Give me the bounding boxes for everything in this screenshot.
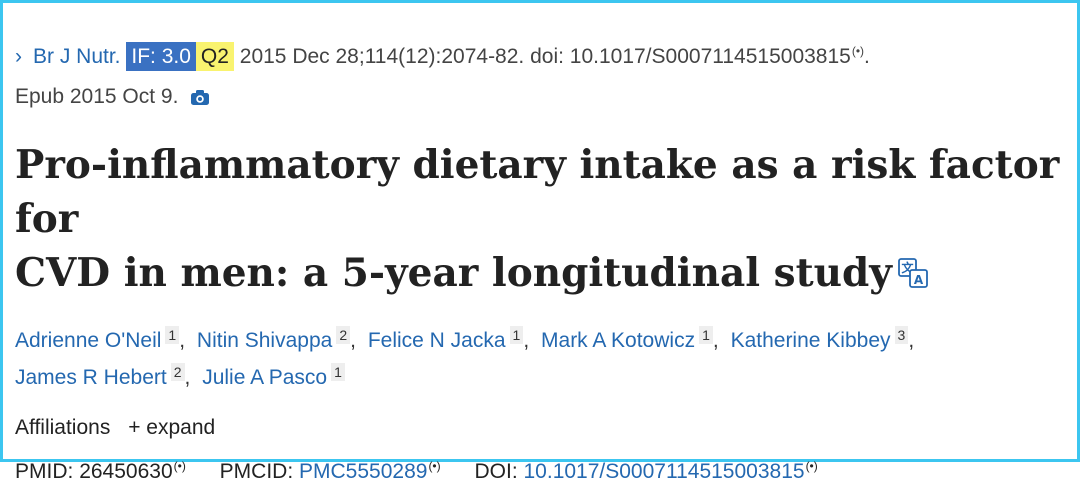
doi-link[interactable]: 10.1017/S0007114515003815 <box>523 460 805 483</box>
pmcid-group: PMCID: PMC5550289(•) <box>219 459 447 483</box>
affiliation-ref[interactable]: 1 <box>331 363 345 381</box>
pmcid-label: PMCID: <box>219 460 294 483</box>
identifiers-row: PMID: 26450630(•) PMCID: PMC5550289(•) D… <box>15 451 1065 487</box>
doi-label: DOI: <box>474 460 518 483</box>
citation-line-2: Epub 2015 Oct 9. <box>15 77 1065 120</box>
affiliation-ref[interactable]: 2 <box>170 363 185 381</box>
affiliations-label: Affiliations <box>15 416 111 439</box>
author-list: Adrienne O'Neil 1, Nitin Shivappa 2, Felic… <box>15 322 1065 396</box>
author-separator: , <box>712 329 719 352</box>
svg-text:A: A <box>914 273 924 287</box>
signal-icon[interactable]: (•) <box>805 459 818 473</box>
citation-details: 2015 Dec 28;114(12):2074-82. doi: 10.101… <box>239 45 851 68</box>
citation-block: › Br J Nutr. IF: 3.0 Q2 2015 Dec 28;114(12… <box>15 31 1065 120</box>
pmcid-link[interactable]: PMC5550289 <box>299 460 428 483</box>
affiliation-ref[interactable]: 2 <box>336 326 351 344</box>
translate-icon[interactable]: 文 A <box>897 248 928 302</box>
author-link[interactable]: Katherine Kibbey <box>730 329 891 352</box>
affiliation-ref[interactable]: 1 <box>699 326 713 344</box>
author-link[interactable]: Adrienne O'Neil <box>15 329 162 352</box>
signal-icon[interactable]: (•) <box>173 459 186 473</box>
impact-factor-badge: IF: 3.0 <box>126 42 196 71</box>
author-separator: , <box>523 329 530 352</box>
citation-period: . <box>864 45 870 68</box>
article-header: › Br J Nutr. IF: 3.0 Q2 2015 Dec 28;114(12… <box>15 31 1065 487</box>
pmid-label: PMID: <box>15 460 74 483</box>
quartile-badge: Q2 <box>195 42 234 71</box>
author-link[interactable]: Julie A Pasco <box>202 366 328 389</box>
camera-icon[interactable] <box>190 80 210 120</box>
affiliation-ref[interactable]: 1 <box>509 326 524 344</box>
pmid-value: 26450630 <box>79 460 173 483</box>
author-separator: , <box>908 329 915 352</box>
title-line-2: CVD in men: a 5-year longitudinal study <box>15 250 892 296</box>
author-item: Felice N Jacka 1 <box>367 326 524 352</box>
author-separator: , <box>350 329 356 352</box>
chevron-right-icon[interactable]: › <box>15 45 22 68</box>
author-link[interactable]: Nitin Shivappa <box>196 329 333 352</box>
expand-affiliations-button[interactable]: + expand <box>128 416 216 439</box>
author-link[interactable]: James R Hebert <box>15 366 167 389</box>
article-title: Pro-inflammatory dietary intake as a ris… <box>15 138 1065 302</box>
affiliation-ref[interactable]: 1 <box>165 326 180 344</box>
author-item: Mark A Kotowicz 1 <box>541 326 713 352</box>
author-item: Katherine Kibbey 3 <box>730 326 909 352</box>
affiliations-row: Affiliations + expand <box>15 413 1065 443</box>
author-item: Nitin Shivappa 2 <box>196 326 351 352</box>
author-link[interactable]: Felice N Jacka <box>367 329 506 352</box>
author-separator: , <box>184 366 191 389</box>
journal-link[interactable]: Br J Nutr. <box>33 45 121 68</box>
doi-group: DOI: 10.1017/S0007114515003815(•) <box>474 459 818 483</box>
author-link[interactable]: Mark A Kotowicz <box>541 329 696 352</box>
citation-line-1: › Br J Nutr. IF: 3.0 Q2 2015 Dec 28;114(12… <box>15 31 1065 77</box>
pmid-group: PMID: 26450630(•) <box>15 459 192 483</box>
signal-icon[interactable]: (•) <box>851 44 865 58</box>
author-separator: , <box>179 329 186 352</box>
affiliation-ref[interactable]: 3 <box>894 326 909 344</box>
author-item: Julie A Pasco 1 <box>202 363 345 389</box>
author-item: James R Hebert 2 <box>15 363 185 389</box>
epub-date: Epub 2015 Oct 9. <box>15 85 179 108</box>
signal-icon[interactable]: (•) <box>428 459 441 473</box>
title-line-1: Pro-inflammatory dietary intake as a ris… <box>15 142 1060 242</box>
author-item: Adrienne O'Neil 1 <box>15 326 180 352</box>
